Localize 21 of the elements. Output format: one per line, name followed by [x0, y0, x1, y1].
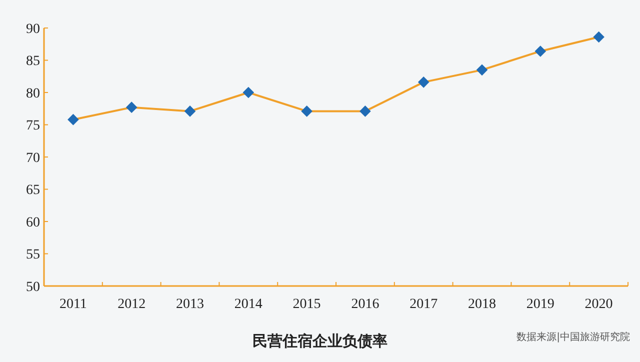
text: 民营住宿企业负债率: [252, 332, 388, 350]
y-tick-label: 60: [26, 215, 40, 230]
y-tick-label: 75: [26, 118, 40, 134]
y-tick-label: 70: [26, 150, 40, 166]
x-tick-label: 2017: [410, 297, 438, 312]
source-note: 数据来源|中国旅游研究院: [516, 331, 630, 343]
x-tick-label: 2012: [118, 297, 146, 312]
x-tick-label: 2011: [59, 297, 87, 312]
y-tick-label: 85: [26, 54, 40, 70]
y-tick-label: 90: [26, 22, 40, 37]
y-tick-label: 50: [26, 280, 40, 295]
x-tick-label: 2018: [468, 297, 496, 312]
y-tick-label: 80: [26, 86, 40, 102]
x-tick-label: 2013: [176, 297, 204, 312]
x-tick-label: 2020: [584, 297, 613, 312]
y-tick-label: 55: [26, 248, 40, 263]
y-tick-label: 65: [26, 183, 40, 198]
x-tick-label: 2016: [351, 297, 380, 312]
x-tick-label: 2014: [234, 297, 262, 312]
x-tick-label: 2015: [292, 297, 321, 312]
x-tick-label: 2019: [526, 297, 554, 312]
